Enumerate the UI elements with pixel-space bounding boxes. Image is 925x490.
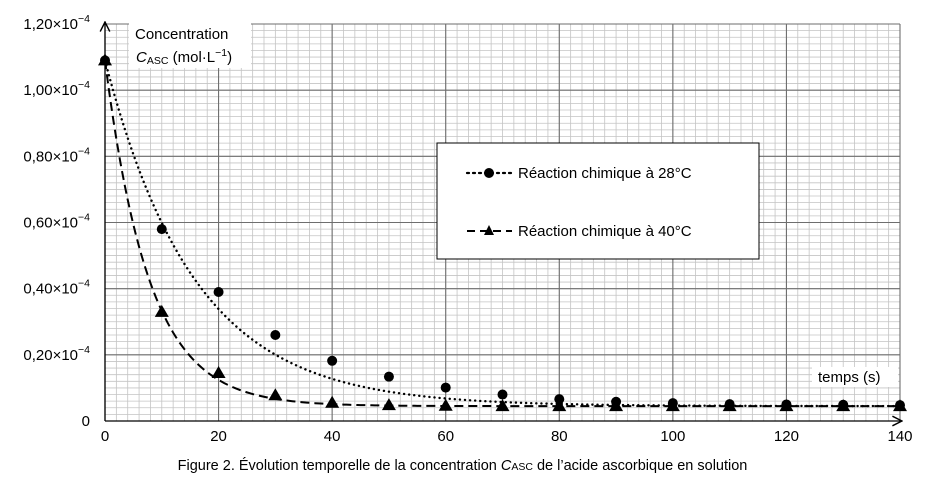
y-axis-label-line2: CASC (mol·L−1) — [136, 47, 232, 67]
data-point-triangle — [325, 395, 340, 408]
figure-caption: Figure 2. Évolution temporelle de la con… — [177, 458, 748, 474]
legend-item-40c: Réaction chimique à 40°C — [467, 223, 692, 240]
x-tick-label: 100 — [660, 428, 685, 445]
x-tick-label: 60 — [437, 428, 454, 445]
data-point-triangle — [665, 399, 680, 412]
data-point-triangle — [893, 399, 907, 412]
x-tick-label: 20 — [210, 428, 227, 445]
legend-label-28c: Réaction chimique à 28°C — [518, 165, 692, 182]
data-point-triangle — [609, 399, 624, 412]
data-point-triangle — [779, 399, 794, 412]
tick-labels: 0 20 40 60 80 100 120 140 0 0,20×10−4 0,40×10−4 0,6… — [23, 13, 912, 445]
data-point-triangle — [98, 53, 112, 66]
x-tick-label: 120 — [774, 428, 799, 445]
y-tick-label: 0,80×10−4 — [23, 145, 90, 165]
legend-item-28c: Réaction chimique à 28°C — [465, 165, 692, 182]
data-point-circle — [383, 371, 394, 382]
x-axis-label-text: temps (s) — [818, 369, 881, 386]
data-point-triangle — [836, 399, 851, 412]
y-tick-label: 0,60×10−4 — [23, 212, 90, 232]
data-point-triangle — [722, 399, 737, 412]
legend-triangle-marker — [484, 225, 494, 235]
y-axis-label: Concentration CASC (mol·L−1) — [129, 22, 251, 68]
data-point-circle — [327, 355, 338, 366]
data-point-circle — [270, 329, 281, 340]
y-tick-label: 0,20×10−4 — [23, 344, 90, 364]
axes — [105, 22, 902, 421]
data-point-triangle — [381, 398, 396, 411]
legend-circle-marker — [484, 168, 494, 178]
legend-label-40c: Réaction chimique à 40°C — [518, 223, 692, 240]
x-tick-label: 140 — [887, 428, 912, 445]
data-point-triangle — [211, 366, 226, 379]
data-point-circle — [440, 382, 451, 393]
data-point-circle — [497, 389, 508, 400]
y-tick-label: 0 — [82, 413, 90, 430]
data-point-triangle — [495, 399, 510, 412]
y-axis-label-line1: Concentration — [135, 26, 228, 43]
y-tick-label: 0,40×10−4 — [23, 278, 90, 298]
data-point-triangle — [154, 304, 169, 317]
x-axis-label: temps (s) — [812, 367, 898, 387]
x-tick-label: 80 — [551, 428, 568, 445]
x-tick-label: 40 — [324, 428, 341, 445]
data-point-triangle — [552, 399, 567, 412]
data-point-triangle — [268, 388, 283, 401]
data-point-circle — [213, 286, 224, 297]
data-point-triangle — [438, 398, 453, 411]
data-point-circle — [156, 224, 167, 235]
legend: Réaction chimique à 28°C Réaction chimiq… — [436, 142, 760, 260]
y-tick-label: 1,00×10−4 — [23, 79, 90, 99]
series-markers — [98, 53, 907, 412]
y-tick-label: 1,20×10−4 — [23, 13, 90, 33]
x-tick-label: 0 — [101, 428, 109, 445]
